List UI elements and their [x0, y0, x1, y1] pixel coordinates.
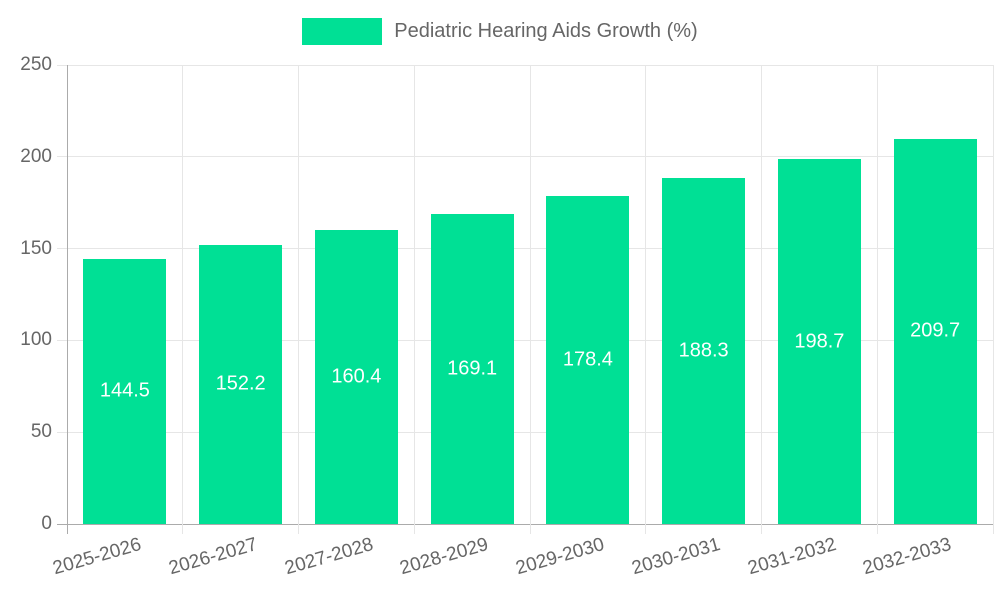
gridline-vertical	[413, 65, 415, 524]
bar-value-label: 209.7	[910, 319, 961, 342]
bar-value-label: 178.4	[562, 348, 613, 371]
x-axis-tick-label: 2025-2026	[50, 534, 144, 580]
x-axis-tick	[529, 524, 531, 534]
legend-item[interactable]: Pediatric Hearing Aids Growth (%)	[302, 18, 698, 45]
y-axis-tick	[57, 64, 67, 66]
legend-marker-swatch	[302, 18, 383, 45]
y-axis-tick	[57, 248, 67, 250]
bar[interactable]	[893, 138, 977, 524]
gridline-vertical	[66, 65, 68, 524]
bar[interactable]	[546, 196, 630, 524]
bar[interactable]	[199, 244, 283, 524]
bar[interactable]	[662, 178, 746, 524]
x-axis-tick-label: 2030-2031	[629, 534, 723, 580]
x-axis-tick-label: 2032-2033	[860, 534, 954, 580]
x-axis-tick	[413, 524, 415, 534]
bar[interactable]	[314, 229, 398, 524]
gridline-vertical	[645, 65, 647, 524]
bar[interactable]	[430, 213, 514, 524]
gridline-vertical	[876, 65, 878, 524]
legend-label: Pediatric Hearing Aids Growth (%)	[394, 20, 698, 42]
x-axis-tick	[761, 524, 762, 534]
bar[interactable]	[777, 159, 861, 524]
bar[interactable]	[83, 258, 167, 524]
x-axis-tick-label: 2026-2027	[166, 534, 260, 580]
x-axis-tick	[182, 524, 184, 534]
y-axis-tick-label: 0	[41, 513, 52, 534]
y-axis-tick-label: 150	[20, 237, 52, 259]
x-axis-tick	[645, 524, 647, 534]
x-axis-tick	[992, 524, 994, 534]
legend: Pediatric Hearing Aids Growth (%)	[0, 18, 1000, 45]
y-axis-tick-label: 250	[20, 54, 52, 75]
bar-value-label: 152.2	[215, 372, 266, 395]
bar-value-label: 144.5	[99, 379, 150, 402]
bar-value-label: 188.3	[678, 339, 729, 362]
gridline-vertical	[761, 65, 762, 524]
bar-value-label: 198.7	[794, 330, 845, 353]
y-axis-tick	[57, 156, 67, 158]
gridline-vertical	[529, 65, 531, 524]
x-axis-tick-label: 2027-2028	[282, 534, 376, 580]
y-axis-tick-label: 200	[20, 145, 52, 167]
x-axis-tick	[66, 524, 68, 534]
y-axis-tick-label: 100	[20, 329, 52, 351]
x-axis-tick	[876, 524, 878, 534]
x-axis-tick-label: 2031-2032	[745, 534, 839, 580]
x-axis-tick	[298, 524, 299, 534]
y-axis-tick-label: 50	[30, 421, 52, 443]
y-axis-tick	[57, 523, 67, 525]
bar-value-label: 160.4	[331, 365, 382, 388]
gridline-vertical	[992, 65, 994, 524]
x-axis-tick-label: 2028-2029	[397, 534, 491, 580]
gridline-vertical	[298, 65, 299, 524]
y-axis-tick	[57, 339, 67, 341]
bar-value-label: 169.1	[447, 357, 498, 380]
gridline-vertical	[182, 65, 184, 524]
x-axis-tick-label: 2029-2030	[513, 534, 607, 580]
y-axis-tick	[57, 431, 67, 433]
